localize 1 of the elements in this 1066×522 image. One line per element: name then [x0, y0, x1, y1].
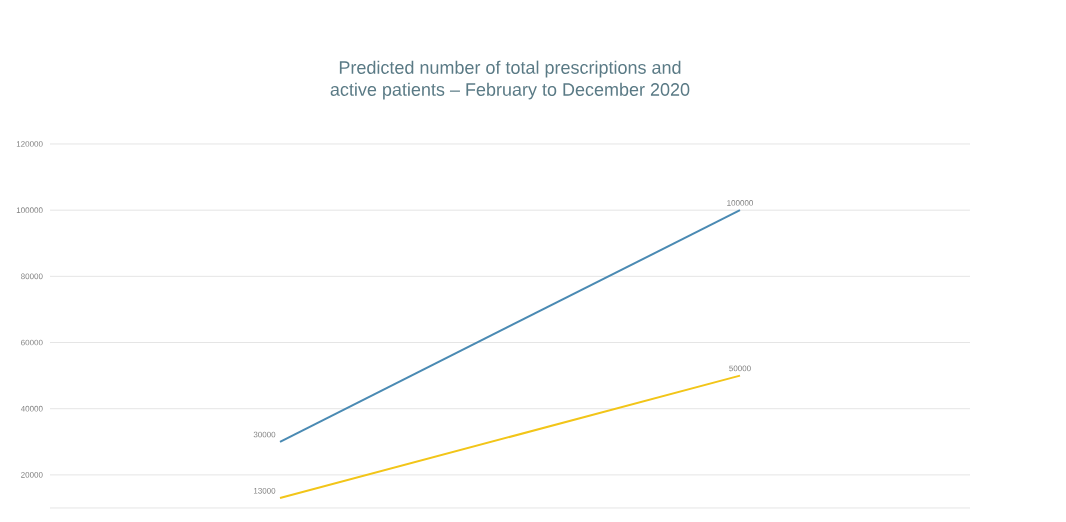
chart-title: Predicted number of total prescriptions and active patients – February to December 2020	[330, 60, 690, 100]
